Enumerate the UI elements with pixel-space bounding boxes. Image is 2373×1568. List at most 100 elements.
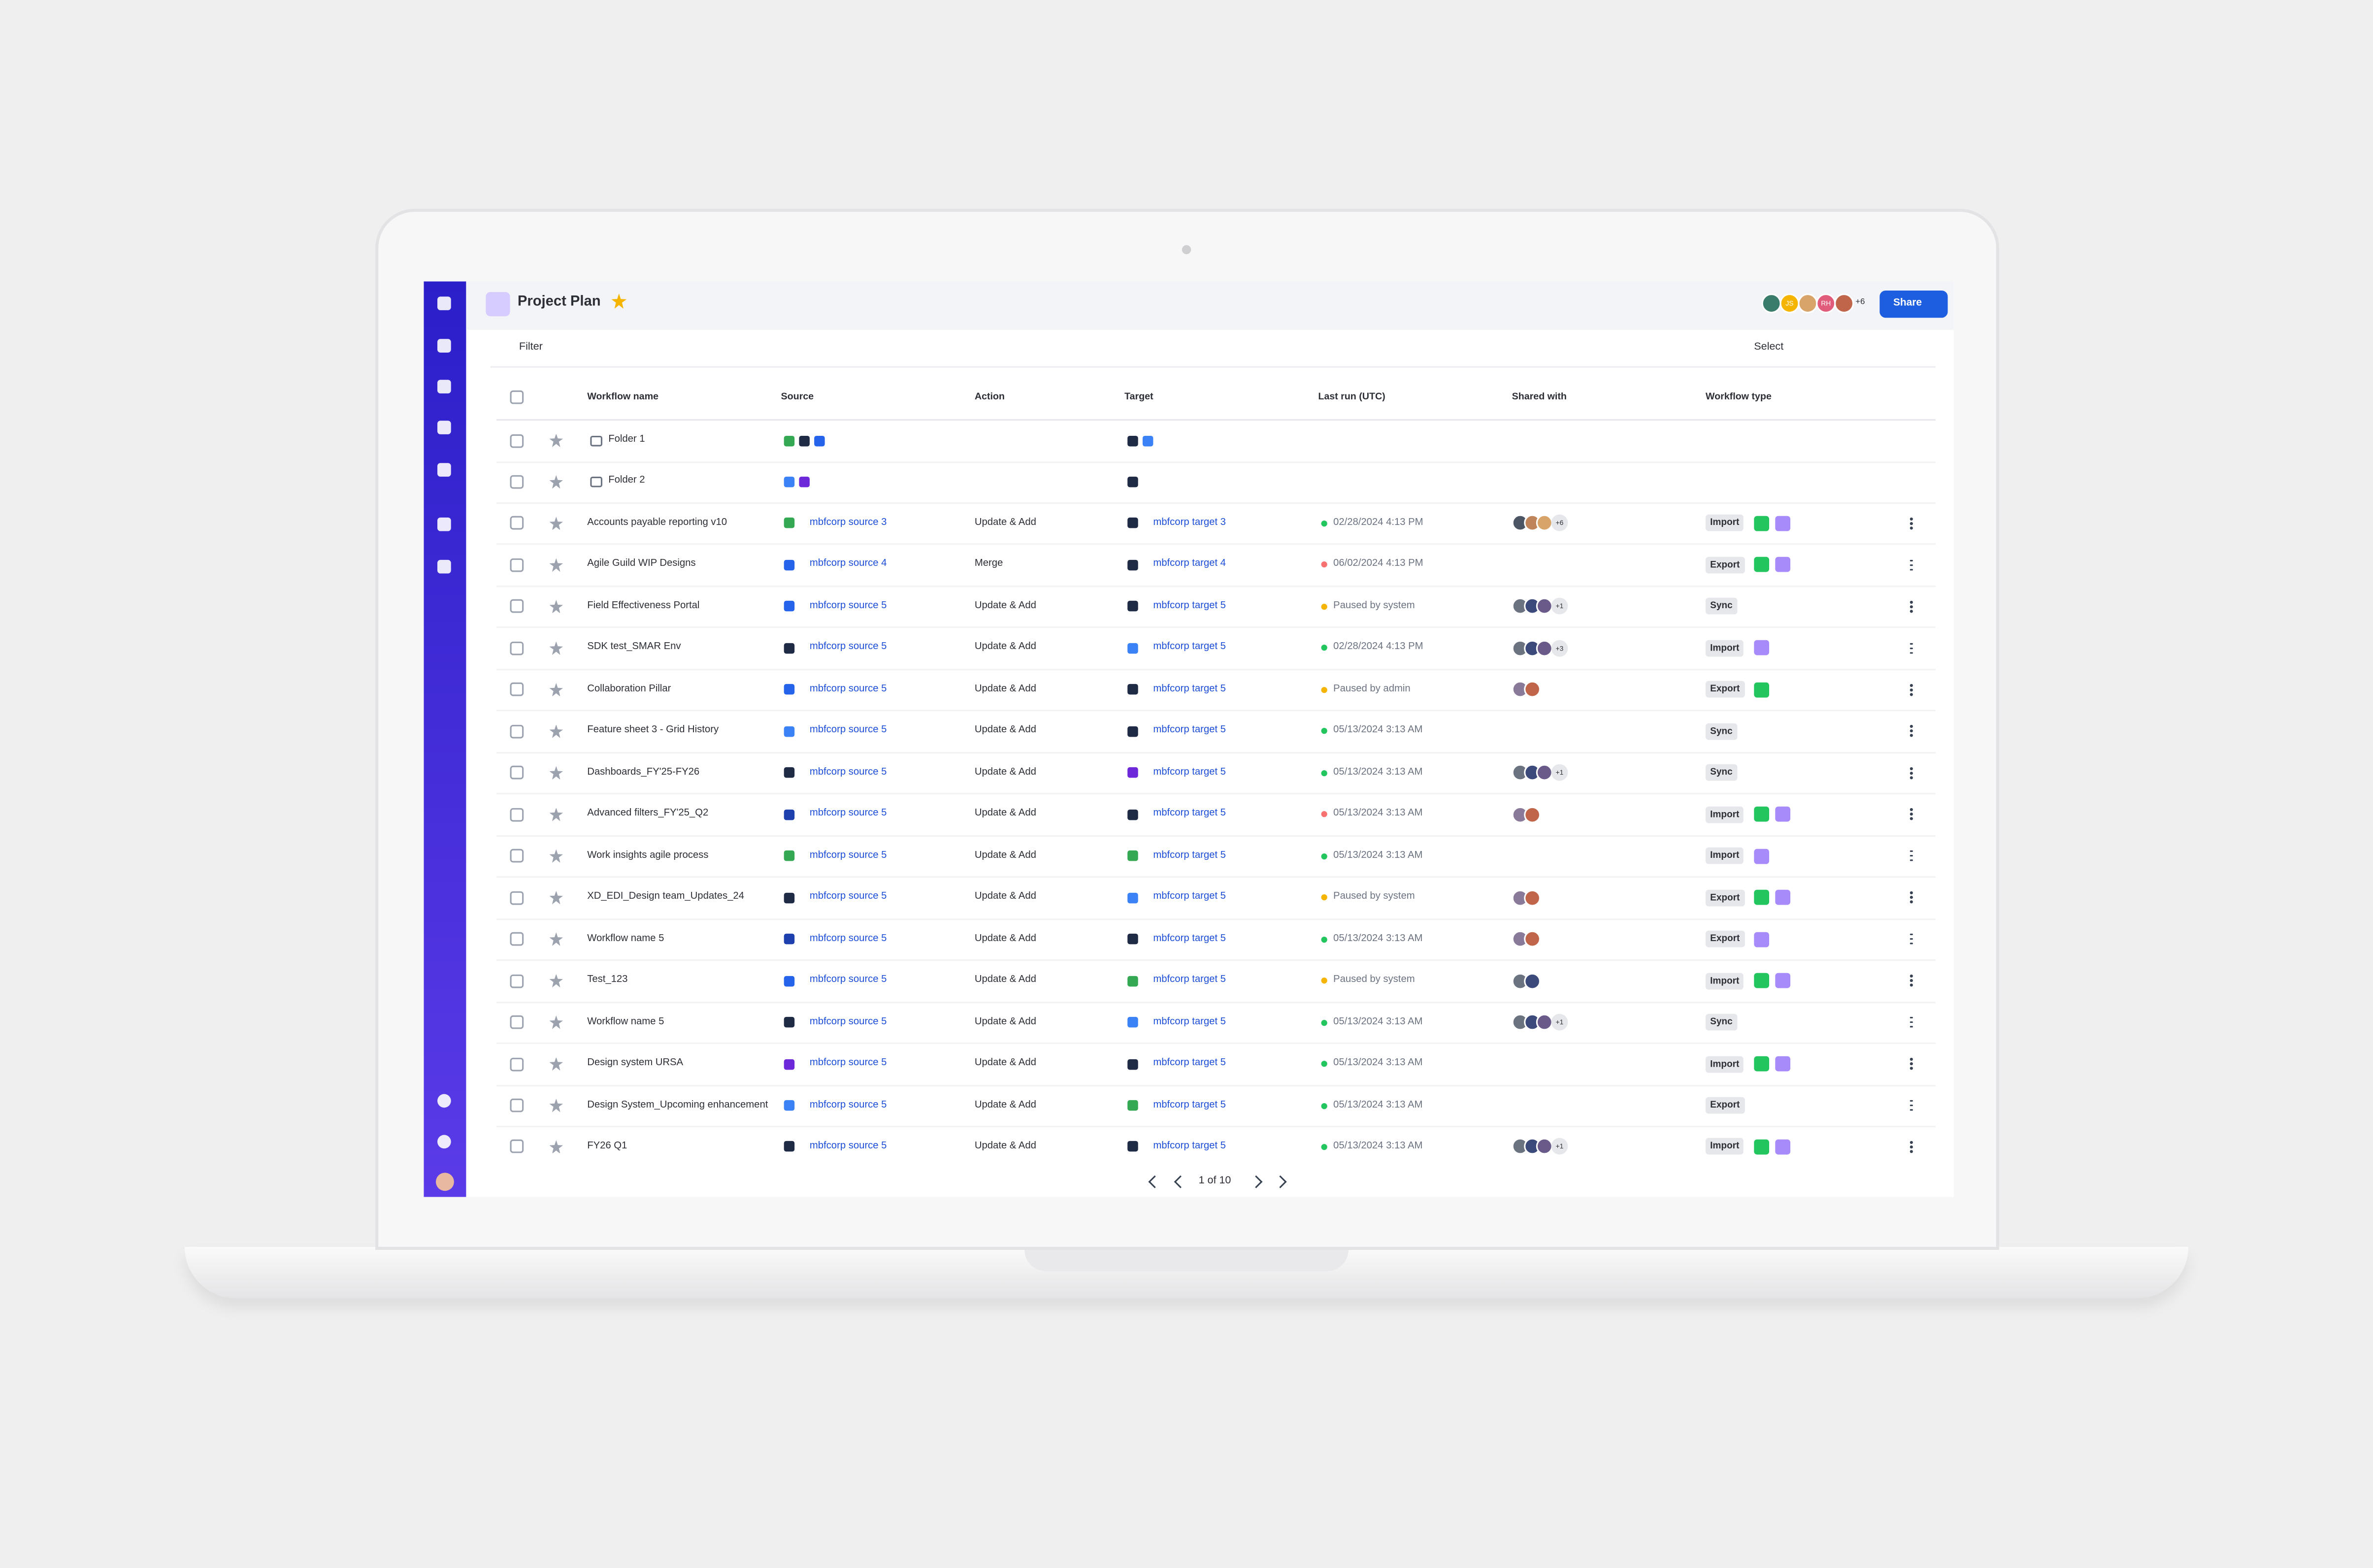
row-menu-dot[interactable]	[1910, 1104, 1912, 1107]
row-checkbox[interactable]	[510, 1057, 524, 1071]
row-menu-dot[interactable]	[1910, 771, 1912, 774]
row-menu-dot[interactable]	[1910, 776, 1912, 779]
row-menu-dot[interactable]	[1910, 642, 1912, 645]
row-menu-dot[interactable]	[1910, 1067, 1912, 1070]
row-star[interactable]	[549, 433, 563, 447]
workflow-name[interactable]: Test_123	[587, 975, 628, 985]
nav-icon[interactable]	[437, 463, 451, 477]
row-star[interactable]	[549, 558, 563, 572]
source-link[interactable]: mbfcorp source 5	[809, 849, 887, 861]
row-checkbox[interactable]	[510, 1098, 524, 1112]
source-link[interactable]: mbfcorp source 5	[809, 933, 887, 944]
row-checkbox[interactable]	[510, 517, 524, 530]
row-checkbox[interactable]	[510, 433, 524, 447]
row-menu-dot[interactable]	[1910, 854, 1912, 857]
nav-icon[interactable]	[437, 1094, 451, 1108]
target-link[interactable]: mbfcorp target 5	[1153, 849, 1226, 861]
row-menu-dot[interactable]	[1910, 813, 1912, 816]
column-header[interactable]: Target	[1124, 392, 1154, 403]
nav-icon[interactable]	[437, 339, 451, 353]
row-menu-dot[interactable]	[1910, 896, 1912, 899]
workflow-name[interactable]: Dashboards_FY'25-FY26	[587, 767, 700, 778]
row-menu-dot[interactable]	[1910, 891, 1912, 894]
target-link[interactable]: mbfcorp target 5	[1153, 767, 1226, 778]
row-menu-dot[interactable]	[1910, 647, 1912, 650]
row-checkbox[interactable]	[510, 849, 524, 863]
pagination-button[interactable]	[1274, 1175, 1287, 1188]
source-link[interactable]: mbfcorp source 5	[809, 767, 887, 778]
workflow-name[interactable]: FY26 Q1	[587, 1141, 627, 1152]
row-menu-dot[interactable]	[1910, 767, 1912, 770]
row-checkbox[interactable]	[510, 475, 524, 489]
row-checkbox[interactable]	[510, 558, 524, 572]
row-menu-dot[interactable]	[1910, 817, 1912, 820]
row-star[interactable]	[549, 517, 563, 530]
source-link[interactable]: mbfcorp source 5	[809, 1016, 887, 1027]
workflow-name[interactable]: Design system URSA	[587, 1057, 684, 1069]
pagination-button[interactable]	[1148, 1175, 1161, 1188]
target-link[interactable]: mbfcorp target 3	[1153, 517, 1226, 528]
filter-button[interactable]: Filter	[519, 342, 543, 353]
target-link[interactable]: mbfcorp target 5	[1153, 891, 1226, 902]
nav-icon[interactable]	[437, 1135, 451, 1149]
target-link[interactable]: mbfcorp target 4	[1153, 559, 1226, 570]
row-menu-dot[interactable]	[1910, 730, 1912, 733]
row-menu-dot[interactable]	[1910, 938, 1912, 941]
select-button[interactable]: Select	[1754, 342, 1784, 353]
folder-name[interactable]: Folder 2	[608, 476, 645, 487]
source-link[interactable]: mbfcorp source 5	[809, 725, 887, 736]
row-star[interactable]	[549, 1057, 563, 1071]
row-star[interactable]	[549, 974, 563, 988]
workflow-name[interactable]: SDK test_SMAR Env	[587, 642, 681, 653]
user-avatar[interactable]	[435, 1173, 454, 1191]
source-link[interactable]: mbfcorp source 5	[809, 684, 887, 694]
row-menu-dot[interactable]	[1910, 688, 1912, 691]
row-star[interactable]	[549, 849, 563, 863]
target-link[interactable]: mbfcorp target 5	[1153, 1141, 1226, 1152]
source-link[interactable]: mbfcorp source 4	[809, 559, 887, 570]
target-link[interactable]: mbfcorp target 5	[1153, 933, 1226, 944]
row-star[interactable]	[549, 599, 563, 614]
nav-icon[interactable]	[437, 517, 451, 531]
row-menu-dot[interactable]	[1910, 809, 1912, 812]
column-header[interactable]: Source	[781, 392, 814, 403]
row-checkbox[interactable]	[510, 641, 524, 655]
row-star[interactable]	[549, 724, 563, 738]
row-star[interactable]	[549, 641, 563, 655]
row-menu-dot[interactable]	[1910, 518, 1912, 521]
column-header[interactable]: Action	[974, 392, 1005, 403]
row-star[interactable]	[549, 1098, 563, 1112]
target-link[interactable]: mbfcorp target 5	[1153, 642, 1226, 653]
row-menu-dot[interactable]	[1910, 984, 1912, 987]
workflow-name[interactable]: Agile Guild WIP Designs	[587, 559, 696, 570]
row-menu-dot[interactable]	[1910, 1099, 1912, 1102]
row-checkbox[interactable]	[510, 974, 524, 988]
row-checkbox[interactable]	[510, 683, 524, 697]
column-header[interactable]: Last run (UTC)	[1318, 392, 1385, 403]
target-link[interactable]: mbfcorp target 5	[1153, 1057, 1226, 1069]
column-header[interactable]: Shared with	[1512, 392, 1567, 403]
pagination-button[interactable]	[1250, 1175, 1263, 1188]
source-link[interactable]: mbfcorp source 5	[809, 891, 887, 902]
workflow-name[interactable]: Design System_Upcoming enhancement	[587, 1099, 768, 1110]
workflow-name[interactable]: Field Effectiveness Portal	[587, 600, 700, 611]
row-menu-dot[interactable]	[1910, 1016, 1912, 1019]
source-link[interactable]: mbfcorp source 5	[809, 1099, 887, 1110]
row-star[interactable]	[549, 890, 563, 905]
share-label[interactable]: Share	[1893, 298, 1922, 309]
source-link[interactable]: mbfcorp source 5	[809, 642, 887, 653]
row-menu-dot[interactable]	[1910, 605, 1912, 608]
nav-icon[interactable]	[437, 296, 451, 310]
workflow-name[interactable]: Accounts payable reporting v10	[587, 517, 727, 528]
row-checkbox[interactable]	[510, 724, 524, 738]
nav-icon[interactable]	[437, 421, 451, 434]
row-menu-dot[interactable]	[1910, 1058, 1912, 1061]
row-menu-dot[interactable]	[1910, 1150, 1912, 1153]
column-header[interactable]: Workflow type	[1705, 392, 1772, 403]
row-menu-dot[interactable]	[1910, 1025, 1912, 1028]
row-star[interactable]	[549, 1015, 563, 1029]
pagination-button[interactable]	[1174, 1175, 1187, 1188]
nav-icon[interactable]	[437, 380, 451, 393]
row-star[interactable]	[549, 932, 563, 946]
workflow-name[interactable]: Work insights agile process	[587, 849, 709, 861]
